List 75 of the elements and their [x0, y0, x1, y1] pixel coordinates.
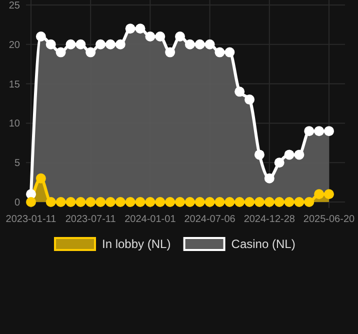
point	[96, 197, 106, 207]
x-tick-label: 2024-07-06	[184, 214, 236, 225]
point	[46, 39, 56, 50]
point	[145, 197, 156, 207]
point	[175, 197, 185, 207]
point	[36, 32, 46, 42]
point	[194, 39, 205, 50]
point	[184, 197, 195, 207]
point	[165, 197, 176, 207]
point	[125, 24, 136, 34]
point	[66, 39, 76, 50]
point	[184, 39, 195, 50]
point	[244, 197, 255, 207]
point	[324, 189, 334, 200]
point	[264, 173, 274, 184]
point	[254, 150, 264, 160]
x-tick-label: 2024-12-28	[244, 214, 296, 225]
x-tick-label: 2025-06-20	[303, 214, 356, 225]
point	[314, 189, 324, 200]
point	[234, 86, 245, 97]
y-tick-label: 15	[8, 79, 20, 90]
point	[135, 197, 146, 207]
point	[105, 39, 116, 50]
point	[324, 126, 334, 136]
point	[96, 39, 106, 50]
x-tick-label: 2024-01-01	[124, 214, 176, 225]
y-tick-label: 0	[14, 198, 20, 208]
point	[145, 32, 156, 42]
point	[284, 150, 294, 160]
point	[155, 197, 166, 207]
point	[46, 197, 56, 207]
point	[165, 47, 176, 58]
point	[105, 197, 116, 207]
point	[274, 197, 284, 207]
point	[125, 197, 136, 207]
point	[36, 173, 46, 184]
point	[244, 94, 255, 105]
point	[76, 39, 86, 50]
point	[224, 197, 235, 207]
point	[304, 197, 314, 207]
legend-label: Casino (NL)	[231, 237, 296, 252]
point	[115, 39, 126, 50]
point	[214, 197, 225, 207]
point	[304, 126, 314, 136]
point	[135, 24, 146, 34]
y-tick-label: 10	[8, 118, 20, 130]
point	[66, 197, 76, 207]
x-tick-label: 2023-07-11	[65, 214, 116, 225]
y-tick-label: 25	[8, 0, 20, 12]
y-tick-label: 20	[8, 40, 20, 51]
point	[86, 197, 96, 207]
legend-label: In lobby (NL)	[102, 237, 171, 252]
point	[264, 197, 274, 207]
x-tick-label: 2023-01-11	[6, 214, 57, 225]
point	[155, 32, 166, 42]
point	[274, 158, 284, 168]
point	[56, 197, 66, 207]
point	[224, 47, 235, 58]
point	[294, 197, 304, 207]
point	[204, 197, 215, 207]
point	[284, 197, 294, 207]
point	[115, 197, 126, 207]
point	[86, 47, 96, 58]
y-tick-label: 5	[14, 158, 20, 170]
point	[26, 197, 36, 207]
point	[294, 150, 304, 160]
point	[204, 39, 215, 50]
point	[194, 197, 205, 207]
point	[76, 197, 86, 207]
point	[234, 197, 245, 207]
point	[254, 197, 264, 207]
point	[56, 47, 66, 58]
point	[175, 32, 185, 42]
point	[314, 126, 324, 136]
point	[214, 47, 225, 58]
